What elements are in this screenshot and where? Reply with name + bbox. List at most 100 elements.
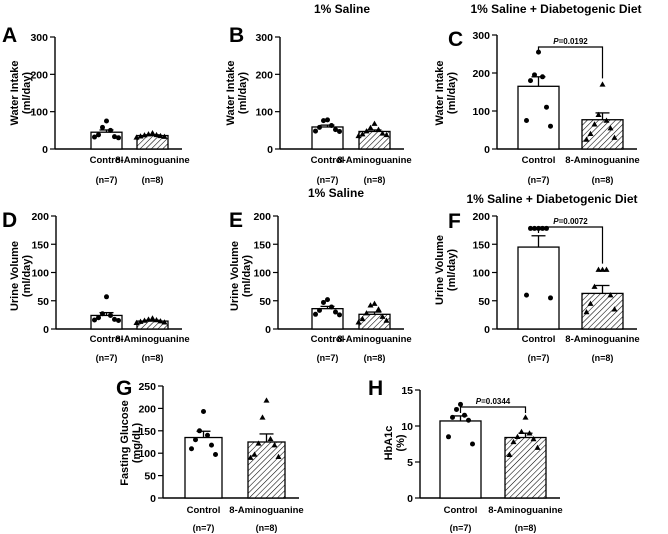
bar-treated — [504, 436, 547, 499]
n-label: (n=8) — [364, 175, 386, 185]
data-point-circle — [205, 432, 210, 438]
y-tick-label: 200 — [138, 403, 156, 415]
y-tick-label: 100 — [253, 268, 271, 280]
category-label: 8-Aminoguanine — [337, 334, 411, 345]
category-label: Control — [311, 155, 345, 166]
data-point-circle — [108, 127, 113, 133]
panel-letter: C — [448, 28, 463, 51]
data-point-circle — [100, 311, 105, 317]
y-tick-label: 5 — [407, 457, 413, 469]
bar-treated — [247, 441, 286, 499]
y-tick-label: 250 — [138, 381, 156, 393]
data-point-triangle — [591, 121, 598, 127]
significance-bracket — [459, 406, 527, 413]
n-label: (n=8) — [515, 523, 537, 533]
data-point-triangle — [153, 131, 160, 138]
data-point-circle — [470, 441, 475, 447]
category-label: 8-Aminoguanine — [565, 155, 639, 166]
data-point-triangle — [355, 132, 362, 139]
data-point-triangle — [371, 120, 378, 126]
n-label: (n=7) — [96, 175, 118, 185]
n-label: (n=7) — [528, 175, 550, 185]
y-tick-label: 300 — [472, 30, 490, 42]
y-tick-label: 150 — [472, 239, 490, 251]
category-label: 8-Aminoguanine — [565, 334, 639, 345]
data-point-triangle — [133, 134, 140, 140]
category-label: 8-Aminoguanine — [115, 334, 189, 345]
data-point-triangle — [514, 433, 521, 440]
y-tick-label: 200 — [30, 69, 48, 81]
data-point-triangle — [153, 316, 160, 323]
data-point-triangle — [137, 318, 144, 324]
panel-letter: B — [229, 24, 244, 47]
data-point-triangle — [383, 131, 390, 138]
data-point-circle — [458, 401, 463, 407]
category-label: Control — [522, 334, 556, 345]
data-point-circle — [462, 412, 467, 418]
data-point-triangle — [522, 414, 529, 420]
y-tick-label: 300 — [30, 32, 48, 44]
y-axis-label: Fasting Glucose(mg/dL) — [119, 400, 143, 486]
data-point-triangle — [157, 132, 164, 139]
data-point-triangle — [607, 292, 614, 298]
y-tick-label: 200 — [253, 211, 271, 223]
data-point-circle — [96, 132, 101, 138]
panel-letter: H — [368, 377, 383, 400]
panel-letter: G — [116, 377, 132, 400]
y-tick-label: 200 — [255, 69, 273, 81]
data-point-triangle — [383, 317, 390, 323]
condition-title-row2-diabetic: 1% Saline + Diabetogenic Diet — [466, 192, 637, 206]
data-point-triangle — [583, 136, 590, 142]
y-tick-label: 50 — [259, 296, 271, 308]
data-point-triangle — [607, 125, 614, 131]
data-point-triangle — [255, 440, 262, 446]
data-point-triangle — [595, 111, 602, 118]
n-label: (n=8) — [592, 175, 614, 185]
data-point-triangle — [363, 310, 370, 316]
data-point-circle — [333, 309, 338, 315]
data-point-triangle — [161, 133, 168, 139]
data-point-circle — [540, 74, 545, 80]
data-point-triangle — [251, 451, 258, 457]
n-label: (n=7) — [450, 523, 472, 533]
data-point-circle — [532, 72, 537, 78]
y-axis-label: Urine Volume(ml/day) — [434, 235, 458, 305]
data-point-circle — [524, 292, 529, 298]
y-tick-label: 0 — [484, 144, 490, 156]
panel-c: C Water Intake(ml/day) 0 100 200 300 Control (n… — [434, 28, 640, 185]
data-point-triangle — [137, 133, 144, 139]
data-point-circle — [321, 118, 326, 124]
y-axis-label: HbA1c(%) — [383, 426, 407, 461]
y-tick-label: 200 — [472, 211, 490, 223]
y-tick-label: 50 — [144, 471, 156, 483]
bar-control — [439, 420, 482, 499]
data-point-circle — [548, 123, 553, 129]
n-label: (n=7) — [193, 523, 215, 533]
data-point-triangle — [534, 444, 541, 450]
data-point-triangle — [145, 316, 152, 322]
n-label: (n=7) — [317, 175, 339, 185]
y-axis-label: Water Intake(ml/day) — [9, 60, 33, 125]
y-tick-label: 50 — [37, 296, 49, 308]
data-point-circle — [189, 446, 194, 452]
y-tick-label: 0 — [484, 324, 490, 336]
category-label: Control — [90, 334, 124, 345]
data-point-triangle — [367, 124, 374, 130]
data-point-circle — [528, 78, 533, 84]
data-point-circle — [548, 295, 553, 301]
data-point-triangle — [263, 397, 270, 403]
data-point-circle — [446, 434, 451, 440]
data-point-circle — [333, 127, 338, 133]
data-point-triangle — [149, 315, 156, 321]
y-tick-label: 150 — [138, 426, 156, 438]
data-point-circle — [116, 135, 121, 141]
data-point-circle — [524, 118, 529, 123]
data-point-triangle — [267, 435, 274, 442]
data-point-circle — [193, 437, 198, 443]
panel-letter: D — [2, 209, 17, 232]
data-point-circle — [544, 104, 549, 110]
data-point-triangle — [587, 130, 594, 137]
category-label: Control — [187, 505, 221, 516]
